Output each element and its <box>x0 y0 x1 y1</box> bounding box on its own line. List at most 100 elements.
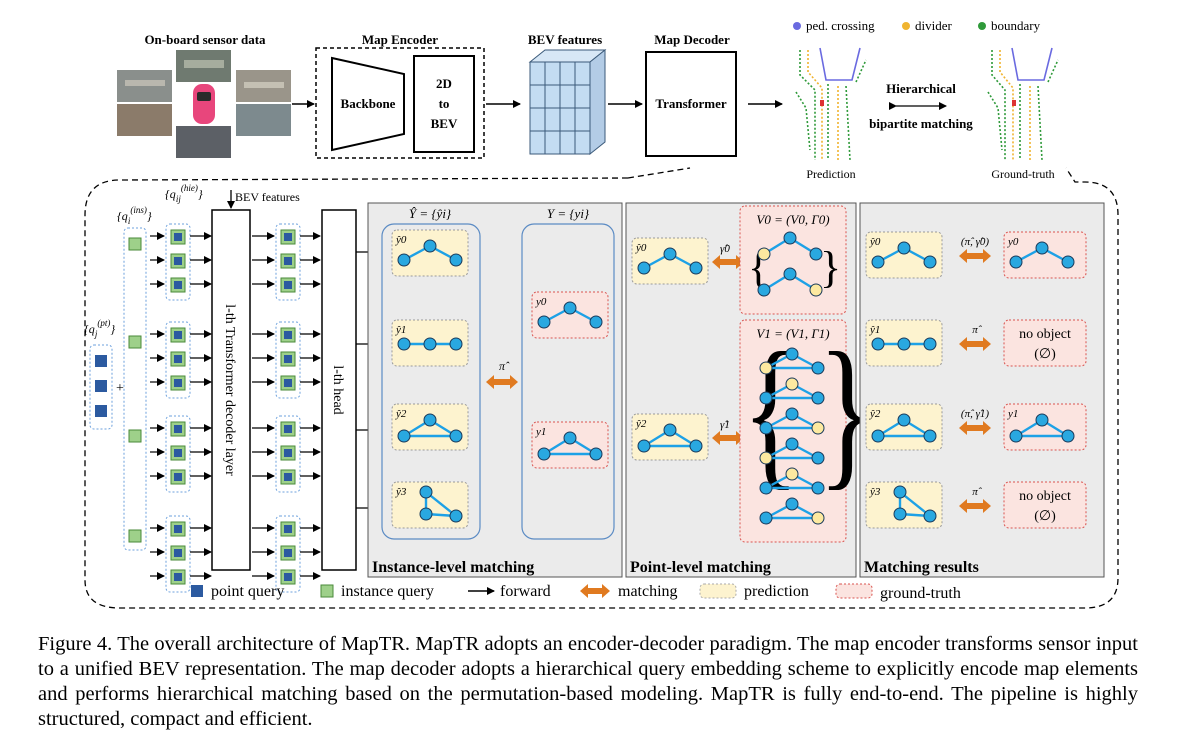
decoder-title: Map Decoder <box>654 32 730 47</box>
res-pred-0-node <box>923 255 937 269</box>
pt-pred-0-box <box>631 237 709 285</box>
inst-gt-0-box <box>531 291 609 339</box>
res-pred-0-node <box>871 255 885 269</box>
inst-pred-3-node <box>449 509 463 523</box>
legend-point-query: point query <box>211 583 284 600</box>
v0-perm-a-node <box>757 247 771 261</box>
gt-set-box <box>521 223 615 540</box>
decoder-layer-box <box>211 209 251 571</box>
res-gt-0-node <box>1035 241 1049 255</box>
res-gt-0-node <box>1009 255 1023 269</box>
res-noobj-3-line1: no object <box>1019 489 1071 504</box>
v0-perm-a-node <box>783 231 797 245</box>
q-hie-label: {qij(hie)} <box>165 183 203 204</box>
hie-group <box>165 415 191 493</box>
results-panel-title: Matching results <box>864 559 979 576</box>
hie-group <box>165 321 191 399</box>
v1-perm-node <box>785 437 799 451</box>
pt-pred-2-node <box>689 439 703 453</box>
res-pair-0: (π̂, γ̂0) <box>961 236 990 248</box>
brace-right-0: } <box>820 243 841 292</box>
legend-instance-query: instance query <box>341 583 434 600</box>
hie-group <box>275 515 301 593</box>
inst-pred-0-node <box>423 239 437 253</box>
res-pair-2: (π̂, γ̂1) <box>961 408 990 420</box>
pred-set-box <box>381 223 481 540</box>
res-noobj-3-line2: (∅) <box>1034 509 1056 524</box>
hie-query-point <box>284 525 292 533</box>
res-pred-2-box <box>865 403 943 451</box>
inst-pred-0-node <box>449 253 463 267</box>
architecture-figure: On-board sensor data Map Encoder Backbon… <box>84 18 1119 609</box>
hie-query-point <box>284 449 292 457</box>
instance-query-2 <box>128 335 142 349</box>
res-pred-2-node <box>923 429 937 443</box>
inst-pred-1-label: ŷ1 <box>395 324 406 336</box>
hie-query-point <box>284 573 292 581</box>
pt-pred-0-label: ŷ0 <box>635 242 647 254</box>
ground-truth-map <box>987 47 1059 161</box>
v1-perm-node <box>811 391 825 405</box>
inst-gt-0-label: y0 <box>535 296 547 308</box>
inst-pred-2-label: ŷ2 <box>395 408 407 420</box>
hie-query-point <box>174 449 182 457</box>
inst-pred-0-box <box>391 229 469 277</box>
v1-perm-node <box>811 451 825 465</box>
hier-label-2: bipartite matching <box>869 116 973 131</box>
res-pred-0-box <box>865 231 943 279</box>
legend-gt-swatch <box>835 583 873 599</box>
sensor-title: On-board sensor data <box>144 32 266 47</box>
pt-pred-0-node <box>689 261 703 275</box>
legend-prediction-swatch <box>699 583 737 599</box>
hie-query-point <box>284 549 292 557</box>
v1-perm-node <box>811 421 825 435</box>
res-match-3 <box>959 499 991 513</box>
hie-query-point <box>284 281 292 289</box>
bev-transform-box <box>413 55 475 153</box>
boundary-dot <box>978 22 986 30</box>
inst-pred-2-box <box>391 403 469 451</box>
hie-query-point <box>284 331 292 339</box>
v1-perm-node <box>811 511 825 525</box>
hie-query-point <box>174 379 182 387</box>
hie-group <box>275 223 301 301</box>
bev-features-decoder: BEV features <box>235 190 300 204</box>
gamma-1: γ̂1 <box>720 419 730 431</box>
plus-sign: + <box>116 381 124 396</box>
v1-perm-node <box>759 421 773 435</box>
pt-match-1 <box>712 431 744 445</box>
q-pt-label: {qj(pt)} <box>84 318 115 339</box>
v1-perm-node <box>759 481 773 495</box>
v1-perm-node <box>759 511 773 525</box>
v0-perm-a-node <box>809 247 823 261</box>
inst-gt-1-node <box>537 447 551 461</box>
v0-perm-b-node <box>757 283 771 297</box>
inst-gt-1-node <box>589 447 603 461</box>
inst-pred-1-node <box>449 337 463 351</box>
hie-query-point <box>174 257 182 265</box>
v1-perm-node <box>785 407 799 421</box>
legend-forward: forward <box>500 583 551 600</box>
instance-graphs: ŷ0 ŷ1 ŷ2 ŷ3 y0 y1 <box>391 229 609 529</box>
hie-query-point <box>174 573 182 581</box>
res-noobj-3-box <box>1003 481 1087 529</box>
hie-query-point <box>174 425 182 433</box>
hie-group <box>165 223 191 301</box>
transformer-box <box>645 51 737 157</box>
inst-gt-1-node <box>563 431 577 445</box>
legend-boundary: boundary <box>991 18 1041 33</box>
res-pred-3-node <box>923 509 937 523</box>
res-pred-0-node <box>897 241 911 255</box>
res-match-1 <box>959 337 991 351</box>
inst-gt-0-node <box>563 301 577 315</box>
v1-perm-node <box>785 347 799 361</box>
hie-query-point <box>284 355 292 363</box>
prediction-label: Prediction <box>806 167 855 181</box>
legend-prediction: prediction <box>744 583 809 600</box>
point-query-3 <box>95 405 107 417</box>
v1-perm-node <box>785 467 799 481</box>
v1-perm-node <box>759 361 773 375</box>
bev-features-title: BEV features <box>528 32 602 47</box>
hie-query-point <box>284 233 292 241</box>
legend-ground-truth: ground-truth <box>880 585 961 602</box>
